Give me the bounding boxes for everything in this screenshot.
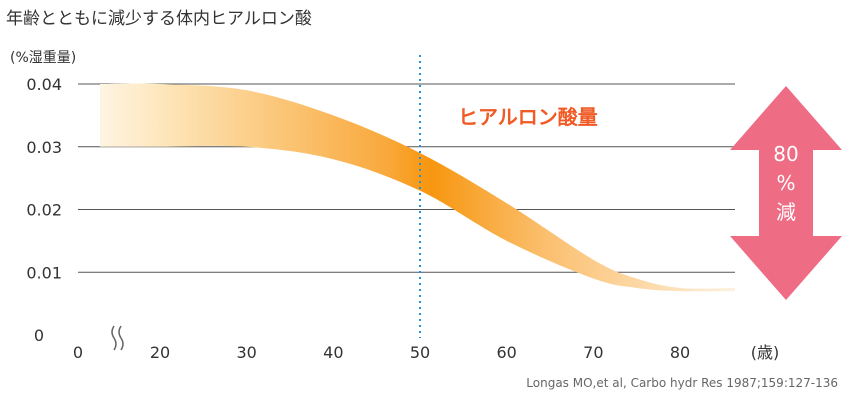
- series-band: [100, 83, 735, 292]
- y-tick-labels: 0 0.01 0.02 0.03 0.04: [26, 75, 62, 345]
- series-band-group: [100, 83, 735, 292]
- x-tick-label: 70: [583, 343, 603, 362]
- x-tick-label: 20: [150, 343, 170, 362]
- x-tick-label: 80: [670, 343, 690, 362]
- y-tick-label: 0.01: [26, 263, 62, 282]
- source-citation: Longas MO,et al, Carbo hydr Res 1987;159…: [526, 376, 838, 390]
- chart-title: 年齢とともに減少する体内ヒアルロン酸: [6, 9, 312, 29]
- x-tick-labels: 0 20 30 40 50 60 70 80 (歳): [73, 343, 779, 362]
- y-axis-label: (%湿重量): [10, 50, 76, 66]
- reduction-word: 減: [776, 200, 796, 224]
- reduction-unit: %: [776, 171, 795, 195]
- x-tick-label: 30: [236, 343, 256, 362]
- x-axis-label: (歳): [751, 343, 780, 362]
- reduction-value: 80: [773, 142, 798, 166]
- y-tick-label: 0: [34, 326, 44, 345]
- y-tick-label: 0.02: [26, 201, 62, 220]
- axis-break-icon: [111, 325, 124, 351]
- y-tick-label: 0.03: [26, 138, 62, 157]
- double-arrow-icon: [730, 86, 842, 300]
- reduction-arrow: 80 % 減: [730, 86, 842, 300]
- x-tick-label: 40: [323, 343, 343, 362]
- x-tick-label: 0: [73, 343, 83, 362]
- series-label-hyaluronic-acid: ヒアルロン酸量: [458, 105, 598, 129]
- y-tick-label: 0.04: [26, 75, 62, 94]
- x-tick-label: 50: [410, 343, 430, 362]
- x-tick-label: 60: [496, 343, 516, 362]
